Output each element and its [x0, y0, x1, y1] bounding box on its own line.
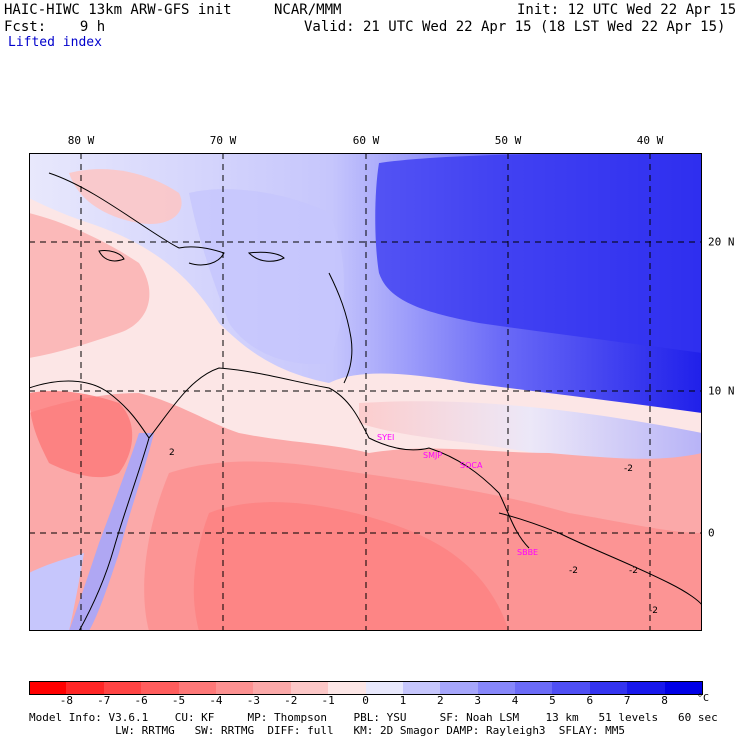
colorbar-tick-label: 5 — [549, 694, 556, 707]
colorbar-tick-label: -2 — [284, 694, 298, 707]
pacific-coast — [78, 437, 150, 631]
pacific-cool — [29, 553, 84, 631]
colorbar-swatch — [215, 681, 254, 695]
colorbar-swatch — [365, 681, 404, 695]
colorbar-swatch — [627, 681, 666, 695]
lifted-index-map: 2 -2 -2 -2 -2 SYEI SMJP SOCA SBBE — [29, 153, 702, 631]
colorbar-swatch — [328, 681, 366, 695]
forecast-hour: Fcst: 9 h — [4, 19, 106, 35]
colorbar-unit: °C — [697, 693, 710, 704]
colorbar-swatch — [552, 681, 591, 695]
colorbar-tick-label: 4 — [511, 694, 519, 707]
colorbar-swatch — [290, 681, 329, 695]
greater-antilles-warm — [69, 169, 182, 224]
colorbar-tick-label: 3 — [474, 694, 481, 707]
colorbar-tick-label: -7 — [97, 694, 111, 707]
colorbar-swatch — [477, 681, 516, 695]
caribbean-warm-patch — [29, 213, 150, 358]
lon-label-40w: 40 W — [636, 134, 664, 147]
colorbar-swatch — [402, 681, 441, 695]
colorbar-tick-label: 6 — [586, 694, 594, 707]
graticule — [29, 153, 702, 631]
lat-label-20n: 20 N — [708, 235, 735, 249]
lon-label-60w: 60 W — [352, 134, 380, 147]
light-blue-band — [189, 189, 344, 364]
station-smjp: SMJP — [423, 451, 442, 460]
contour-label: -2 — [629, 566, 638, 576]
model-info-line1: Model Info: V3.6.1 CU: KF MP: Thompson P… — [29, 711, 718, 724]
colorbar-swatch — [29, 681, 68, 695]
org-label: NCAR/MMM — [274, 2, 342, 18]
colorbar-swatch — [515, 681, 553, 695]
colorbar-tick-label: -1 — [321, 694, 335, 707]
model-info-line2: LW: RRTMG SW: RRTMG DIFF: full KM: 2D Sm… — [29, 724, 626, 737]
deep-blue-core — [375, 153, 702, 353]
contour-label: 2 — [169, 448, 175, 458]
colorbar-swatch — [440, 681, 479, 695]
colorbar-tick-label: -6 — [134, 694, 148, 707]
puerto-rico-coast — [247, 251, 285, 262]
colorbar-tick-label: 7 — [623, 694, 631, 707]
colorbar-tick-label: 0 — [362, 694, 369, 707]
jamaica-coast — [98, 250, 125, 262]
contour-label: -2 — [624, 464, 633, 474]
station-sbbe: SBBE — [517, 548, 538, 557]
contour-label: -2 — [569, 566, 578, 576]
lesser-antilles — [328, 272, 353, 384]
colorbar-tick-label: -5 — [171, 694, 186, 707]
colorbar-tick-label: -3 — [246, 694, 260, 707]
station-soca: SOCA — [460, 461, 483, 470]
lon-label-70w: 70 W — [209, 134, 237, 147]
contour-label: -2 — [649, 606, 658, 616]
lat-label-eq: 0 — [708, 526, 715, 540]
station-syei: SYEI — [377, 433, 394, 442]
colorbar-tick-label: -8 — [59, 694, 73, 707]
cuba-coast — [48, 172, 180, 249]
colorbar-tick-label: -4 — [209, 694, 223, 707]
colorbar-swatch — [141, 681, 180, 695]
init-time: Init: 12 UTC Wed 22 Apr 15 — [517, 2, 737, 18]
colorbar-swatch — [103, 681, 142, 695]
colorbar-tick-label: 2 — [436, 694, 444, 707]
central-america-warm — [29, 391, 133, 478]
amazon-coast — [498, 512, 702, 606]
red-region-hot — [193, 502, 509, 631]
colorbar-swatch — [253, 681, 292, 695]
central-america-coast — [29, 380, 150, 439]
valid-time: Valid: 21 UTC Wed 22 Apr 15 (18 LST Wed … — [304, 19, 726, 35]
colorbar-swatch — [589, 681, 628, 695]
colorbar-swatch — [178, 681, 217, 695]
hispaniola-coast — [178, 246, 225, 266]
map-border — [29, 153, 702, 631]
colorbar-swatch — [664, 681, 704, 695]
field-name: Lifted index — [8, 35, 102, 50]
lon-label-80w: 80 W — [67, 134, 95, 147]
colorbar-swatch — [66, 681, 105, 695]
colorbar-tick-label: 1 — [399, 694, 407, 707]
lon-label-50w: 50 W — [494, 134, 522, 147]
colorbar-tick-label: 8 — [661, 694, 668, 707]
andes-cool-strip — [69, 433, 154, 631]
lat-label-10n: 10 N — [708, 384, 735, 398]
model-title: HAIC-HIWC 13km ARW-GFS init — [4, 2, 232, 18]
